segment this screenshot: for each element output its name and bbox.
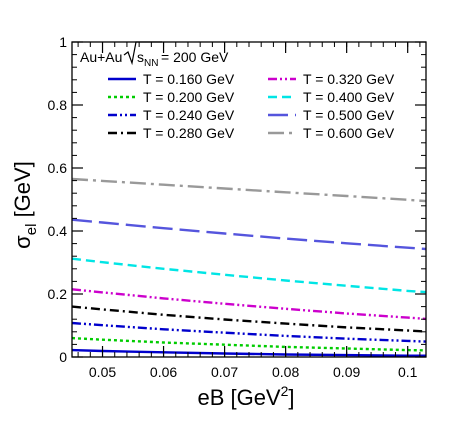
y-tick-label: 0 bbox=[59, 349, 67, 365]
legend-header-suffix: = 200 GeV bbox=[161, 49, 229, 65]
legend-label-0: T = 0.160 GeV bbox=[143, 71, 235, 87]
legend-label-1: T = 0.200 GeV bbox=[143, 89, 235, 105]
y-tick-label: 1 bbox=[59, 34, 67, 50]
legend: T = 0.160 GeV T = 0.200 GeV T = 0.240 GeV T… bbox=[108, 71, 395, 141]
x-tick-label: 0.09 bbox=[333, 364, 360, 380]
x-axis-label-close: ] bbox=[288, 385, 294, 410]
legend-label-7: T = 0.600 GeV bbox=[303, 125, 395, 141]
x-tick-label: 0.08 bbox=[272, 364, 299, 380]
series-layer bbox=[71, 177, 427, 357]
legend-label-6: T = 0.500 GeV bbox=[303, 107, 395, 123]
legend-label-5: T = 0.400 GeV bbox=[303, 89, 395, 105]
x-axis-label: eB [GeV2] bbox=[197, 383, 294, 410]
y-axis-label: σel [GeV] bbox=[10, 161, 40, 249]
x-tick-label: 0.07 bbox=[211, 364, 238, 380]
y-tick-label: 0.2 bbox=[48, 286, 68, 302]
series-line-0 bbox=[71, 348, 426, 357]
y-axis-label-sub: el bbox=[23, 224, 40, 236]
y-axis-label-main: σ bbox=[10, 235, 35, 249]
legend-header-sqrt-s: sNN bbox=[137, 49, 158, 69]
x-axis-label-main: eB [GeV bbox=[197, 385, 280, 410]
series-line-1 bbox=[71, 336, 427, 352]
series-line-7 bbox=[71, 177, 427, 203]
series-line-3 bbox=[71, 305, 427, 333]
x-tick-label: 0.1 bbox=[398, 364, 418, 380]
series-line-4 bbox=[71, 288, 427, 321]
y-tick-label: 0.8 bbox=[48, 97, 68, 113]
y-axis-label-rest: [GeV] bbox=[10, 161, 35, 223]
series-line-5 bbox=[71, 257, 427, 294]
legend-label-4: T = 0.320 GeV bbox=[303, 71, 395, 87]
legend-header-prefix: Au+Au bbox=[80, 49, 122, 65]
x-tick-label: 0.06 bbox=[150, 364, 177, 380]
axes-layer: 0.05 0.06 0.07 0.08 0.09 0.1 0 0.2 0.4 0.6 0.8 1 bbox=[48, 34, 427, 380]
legend-label-2: T = 0.240 GeV bbox=[143, 107, 235, 123]
x-axis-label-sup: 2 bbox=[281, 383, 289, 399]
legend-label-3: T = 0.280 GeV bbox=[143, 125, 235, 141]
legend-header: Au+Au sNN = 200 GeV bbox=[80, 41, 229, 69]
series-line-2 bbox=[71, 321, 427, 343]
series-line-6 bbox=[71, 218, 427, 251]
x-tick-label: 0.05 bbox=[89, 364, 116, 380]
y-tick-label: 0.4 bbox=[48, 223, 68, 239]
y-tick-label: 0.6 bbox=[48, 160, 68, 176]
sqrt-symbol bbox=[123, 41, 162, 66]
